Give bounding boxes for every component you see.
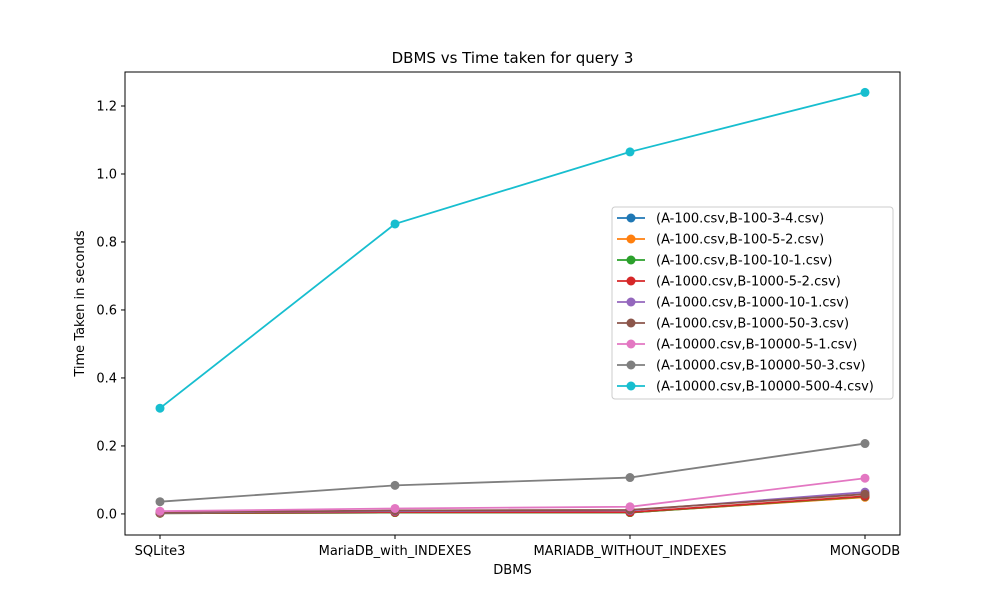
legend-label: (A-100.csv,B-100-5-2.csv) xyxy=(656,233,824,248)
legend-entry: (A-10000.csv,B-10000-50-3.csv) xyxy=(617,359,866,374)
y-axis: 0.0 0.2 0.4 0.6 0.8 1.0 1.2 xyxy=(96,99,125,522)
series-line xyxy=(159,477,866,513)
legend-label: (A-10000.csv,B-10000-500-4.csv) xyxy=(656,380,874,395)
legend-swatch-marker xyxy=(626,381,636,391)
legend-entry: (A-10000.csv,B-10000-500-4.csv) xyxy=(617,380,874,395)
legend-entry: (A-10000.csv,B-10000-5-1.csv) xyxy=(617,338,857,353)
data-point xyxy=(860,439,870,449)
legend-swatch-marker xyxy=(626,276,636,286)
legend-entry: (A-1000.csv,B-1000-10-1.csv) xyxy=(617,296,849,311)
series-9 xyxy=(155,87,870,413)
data-point xyxy=(390,480,400,490)
data-point xyxy=(625,502,635,512)
x-axis-title: DBMS xyxy=(493,563,531,578)
legend-swatch-marker xyxy=(626,360,636,370)
chart-title: DBMS vs Time taken for query 3 xyxy=(392,49,634,67)
y-tick-label: 0.8 xyxy=(96,235,117,250)
legend-label: (A-100.csv,B-100-3-4.csv) xyxy=(656,212,824,227)
x-tick-label: MONGODB xyxy=(830,544,900,559)
legend-entry: (A-100.csv,B-100-10-1.csv) xyxy=(617,254,833,269)
legend-swatch-marker xyxy=(626,339,636,349)
y-tick-label: 0.0 xyxy=(96,507,117,522)
x-axis: SQLite3 MariaDB_with_INDEXES MARIADB_WITHO… xyxy=(135,535,900,559)
legend-label: (A-1000.csv,B-1000-50-3.csv) xyxy=(656,317,849,332)
data-point xyxy=(860,473,870,483)
plot-frame xyxy=(124,71,901,536)
legend-swatch-marker xyxy=(626,297,636,307)
y-tick-label: 1.2 xyxy=(96,99,117,114)
data-point xyxy=(155,403,165,413)
x-tick-label: MARIADB_WITHOUT_INDEXES xyxy=(533,544,726,559)
legend-entry: (A-1000.csv,B-1000-50-3.csv) xyxy=(617,317,849,332)
data-point xyxy=(155,506,165,516)
legend-swatch-marker xyxy=(626,255,636,265)
series-line xyxy=(159,91,866,409)
series-line xyxy=(159,493,866,514)
legend-label: (A-1000.csv,B-1000-5-2.csv) xyxy=(656,275,841,290)
y-axis-title: Time Taken in seconds xyxy=(73,230,88,377)
data-point xyxy=(625,473,635,483)
x-tick-label: MariaDB_with_INDEXES xyxy=(319,544,472,559)
legend-label: (A-10000.csv,B-10000-50-3.csv) xyxy=(656,359,866,374)
legend-entry: (A-100.csv,B-100-5-2.csv) xyxy=(617,233,824,248)
data-point xyxy=(860,489,870,499)
data-point xyxy=(625,147,635,157)
series-7 xyxy=(155,473,870,516)
series-8 xyxy=(155,439,870,507)
data-point xyxy=(860,87,870,97)
legend-label: (A-100.csv,B-100-10-1.csv) xyxy=(656,254,833,269)
legend-swatch-marker xyxy=(626,213,636,223)
data-point xyxy=(390,219,400,229)
y-tick-label: 0.6 xyxy=(96,303,117,318)
legend-frame xyxy=(611,206,894,400)
series-line xyxy=(159,442,866,503)
y-tick-label: 1.0 xyxy=(96,167,117,182)
legend-entry: (A-1000.csv,B-1000-5-2.csv) xyxy=(617,275,841,290)
y-tick-label: 0.4 xyxy=(96,371,117,386)
data-point xyxy=(390,503,400,513)
data-point xyxy=(155,497,165,507)
legend-swatch-marker xyxy=(626,318,636,328)
x-tick-label: SQLite3 xyxy=(135,544,186,559)
legend-label: (A-1000.csv,B-1000-10-1.csv) xyxy=(656,296,849,311)
series-layer xyxy=(155,87,870,518)
legend: (A-100.csv,B-100-3-4.csv) (A-100.csv,B-10… xyxy=(611,206,894,400)
legend-entry: (A-100.csv,B-100-3-4.csv) xyxy=(617,212,824,227)
y-tick-label: 0.2 xyxy=(96,439,117,454)
legend-label: (A-10000.csv,B-10000-5-1.csv) xyxy=(656,338,857,353)
legend-swatch-marker xyxy=(626,234,636,244)
